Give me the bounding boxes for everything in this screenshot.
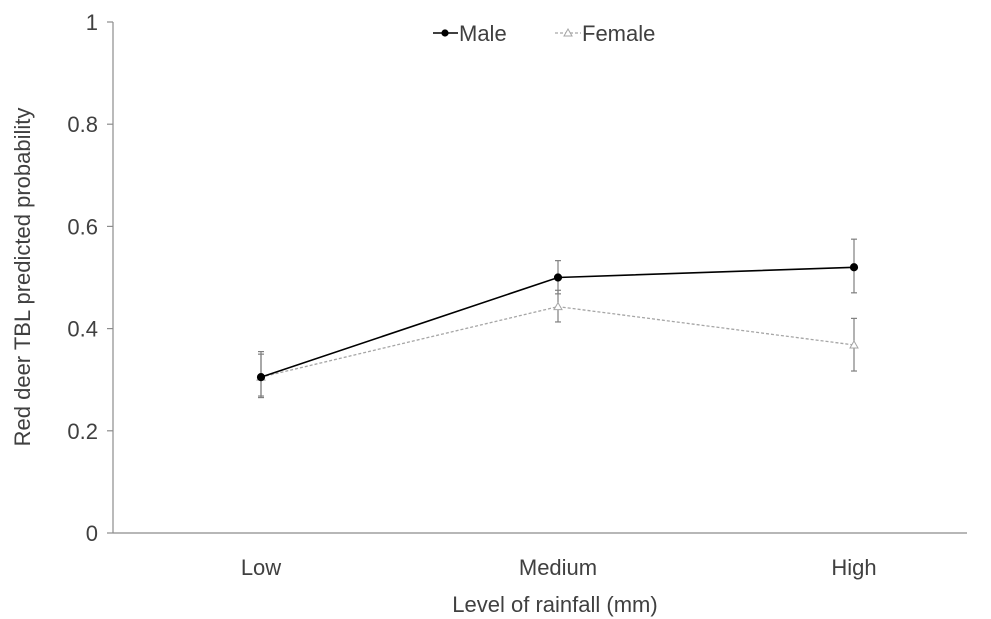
y-tick-label: 0 xyxy=(86,521,98,546)
y-axis-title: Red deer TBL predicted probability xyxy=(10,108,35,447)
legend-item-female: Female xyxy=(555,21,655,46)
x-tick-labels: Low Medium High xyxy=(241,555,877,580)
legend-label: Female xyxy=(582,21,655,46)
legend-item-male: Male xyxy=(433,21,507,46)
legend-swatch-marker xyxy=(441,29,449,37)
series-female xyxy=(256,289,859,397)
legend-label: Male xyxy=(459,21,507,46)
x-tick-label: High xyxy=(831,555,876,580)
legend: Male Female xyxy=(433,21,655,46)
y-tick-labels: 0 0.2 0.4 0.6 0.8 1 xyxy=(67,10,113,546)
x-tick-label: Low xyxy=(241,555,281,580)
data-point xyxy=(849,263,859,272)
y-tick-label: 0.8 xyxy=(67,112,98,137)
data-point xyxy=(553,301,563,311)
legend-swatch-marker xyxy=(563,27,573,37)
axes xyxy=(112,22,967,534)
y-tick-label: 0.4 xyxy=(67,317,98,342)
y-tick-label: 1 xyxy=(86,10,98,35)
series-male xyxy=(256,238,859,399)
x-axis-title: Level of rainfall (mm) xyxy=(452,592,657,617)
y-tick-label: 0.6 xyxy=(67,214,98,239)
data-point xyxy=(849,339,859,349)
data-point xyxy=(553,273,563,282)
series-layer xyxy=(256,238,859,399)
x-tick-label: Medium xyxy=(519,555,597,580)
y-tick-label: 0.2 xyxy=(67,419,98,444)
data-point xyxy=(256,373,266,382)
